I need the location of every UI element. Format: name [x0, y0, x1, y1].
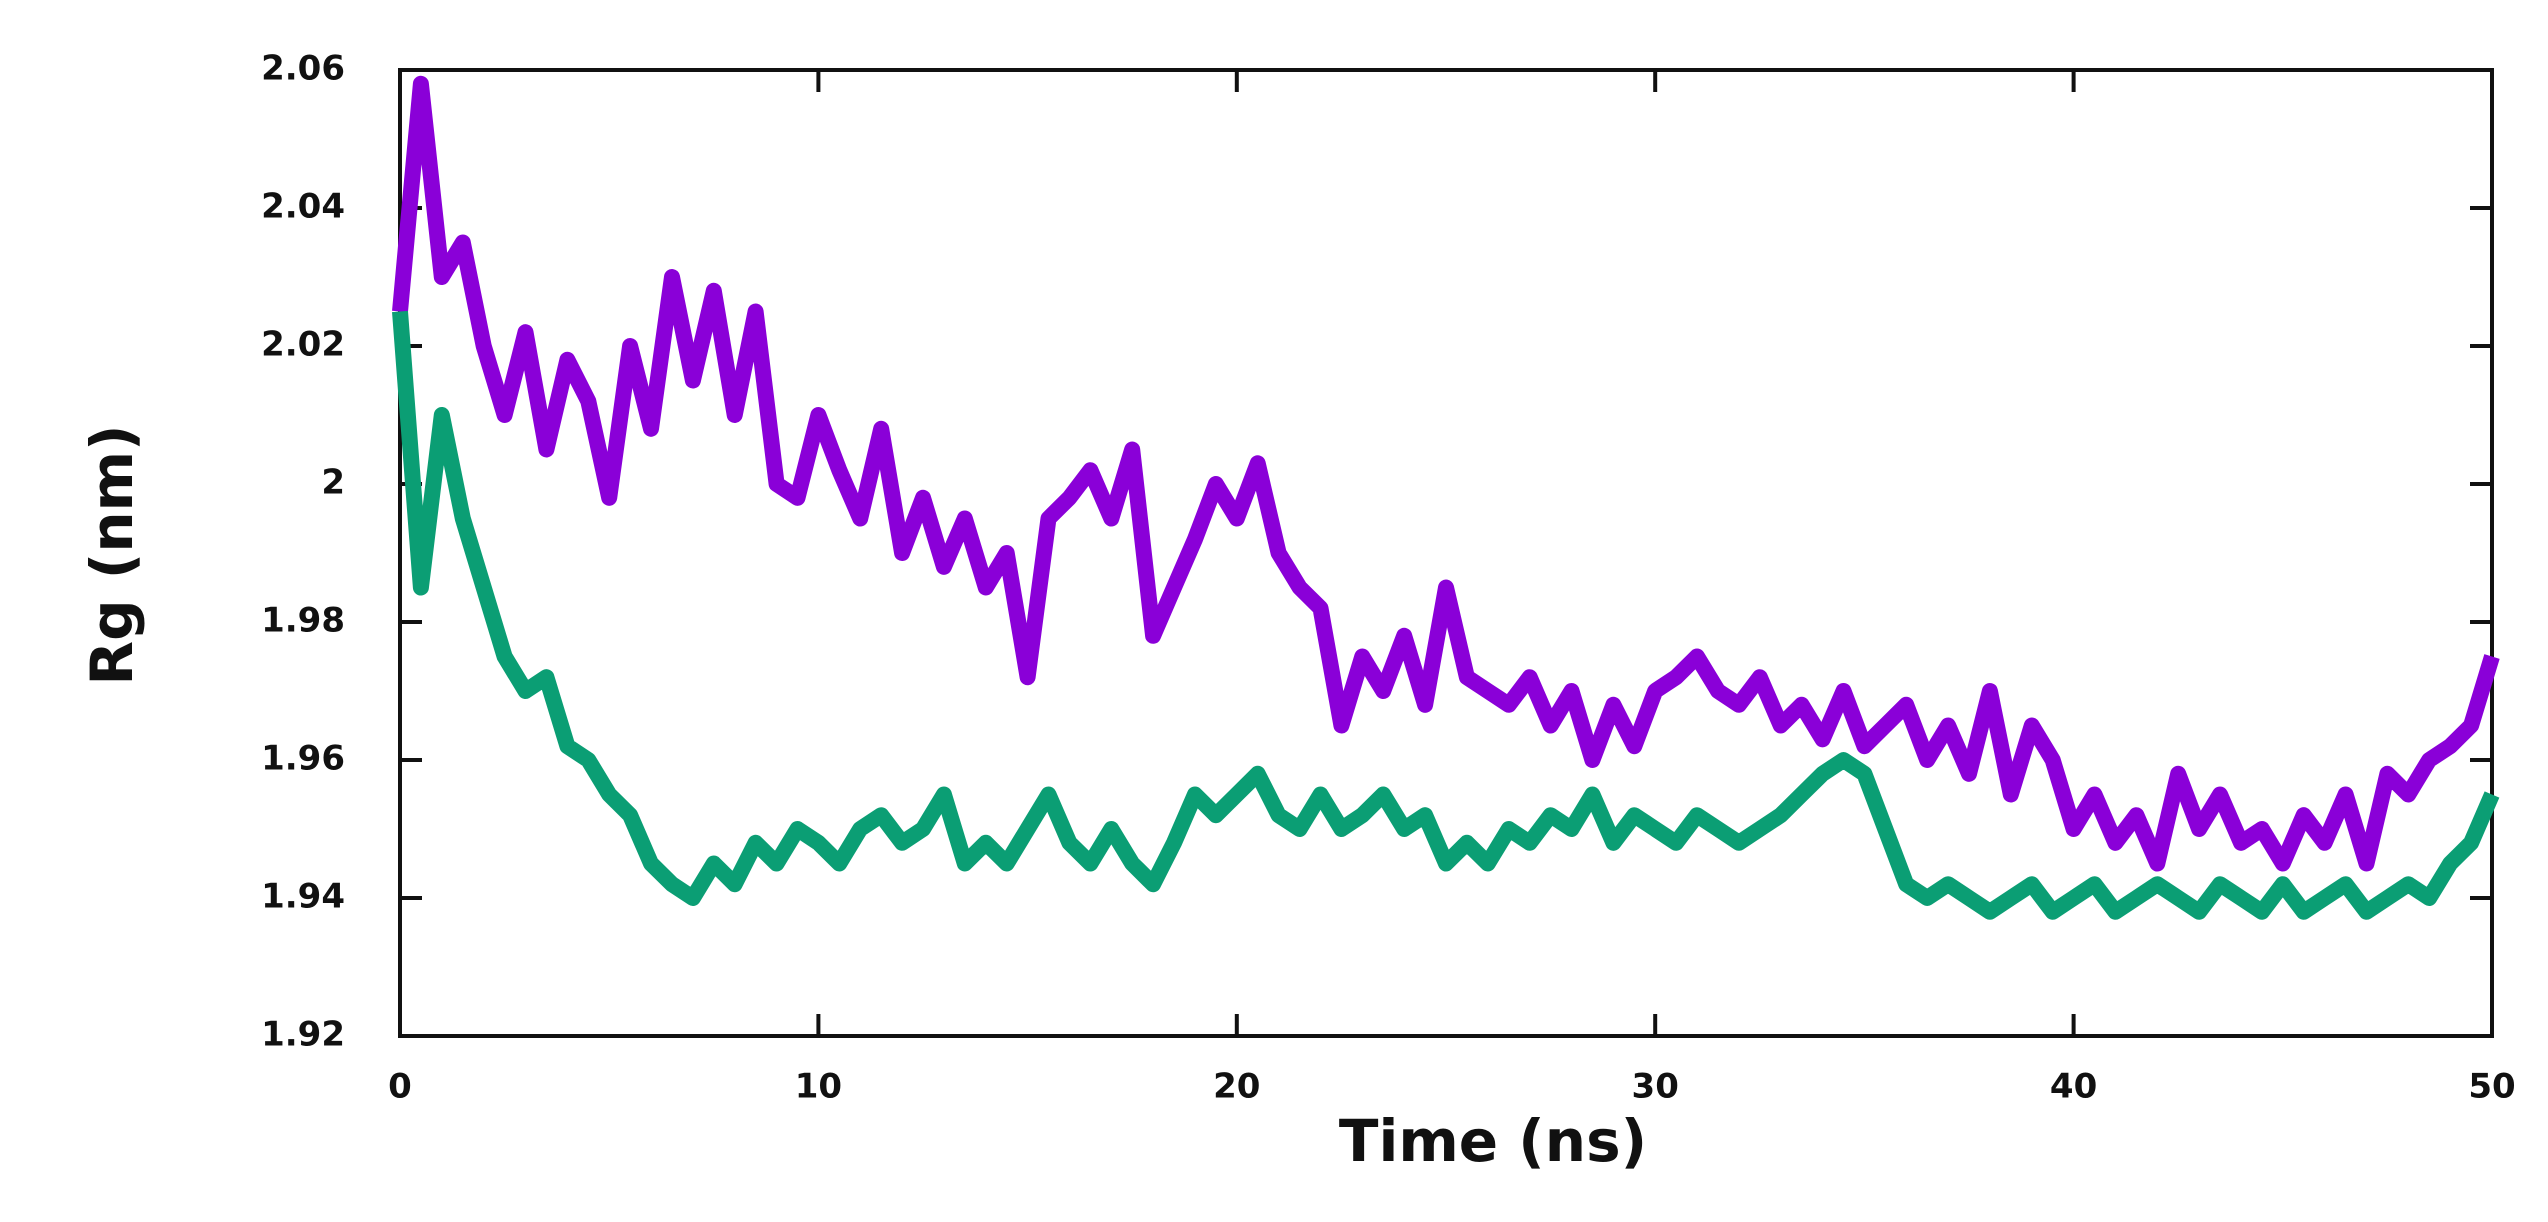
data-line: [392, 75, 2500, 872]
y-tick-label: 2: [321, 463, 345, 503]
x-axis-label: Time (ns): [1339, 1107, 1647, 1175]
plot-frame: [398, 68, 2494, 1038]
x-tick-label: 40: [2050, 1067, 2097, 1107]
y-tick-label: 1.94: [261, 877, 345, 917]
y-tick-label: 2.04: [261, 187, 345, 227]
y-axis-label: Rg (nm): [78, 424, 146, 685]
y-tick-label: 1.92: [261, 1015, 345, 1055]
y-tick-label: 1.98: [261, 601, 345, 641]
x-tick-label: 20: [1213, 1067, 1260, 1107]
data-line: [392, 310, 2500, 920]
y-tick-label: 2.02: [261, 325, 345, 365]
x-tick-label: 0: [388, 1067, 412, 1107]
y-tick-label: 2.06: [261, 49, 345, 89]
y-tick-label: 1.96: [261, 739, 345, 779]
x-tick-label: 30: [1632, 1067, 1679, 1107]
x-tick-label: 10: [795, 1067, 842, 1107]
x-tick-label: 50: [2468, 1067, 2515, 1107]
